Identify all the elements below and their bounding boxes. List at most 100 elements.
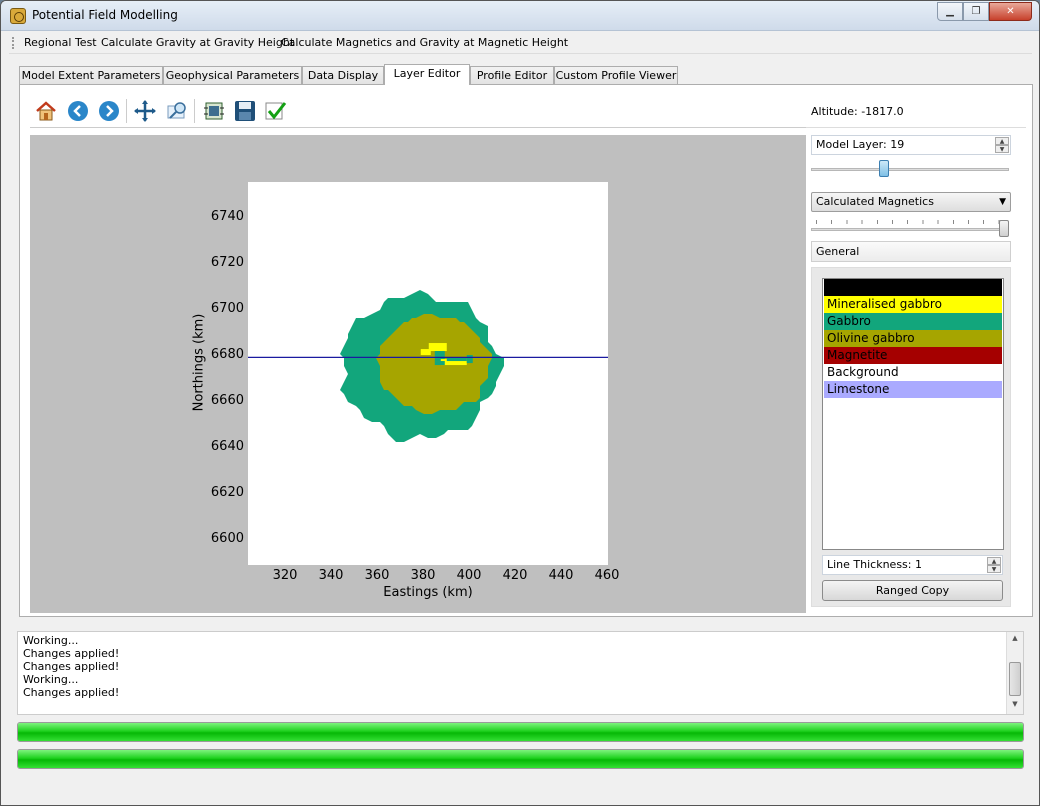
tab-data-display[interactable]: Data Display (302, 66, 384, 85)
geology-patch[interactable] (434, 351, 445, 362)
menu-calc-gravity[interactable]: Calculate Gravity at Gravity Height (101, 36, 295, 49)
chevron-down-icon: ▼ (999, 197, 1006, 207)
geology-patch[interactable] (428, 343, 447, 352)
line-thickness-value: Line Thickness: 1 (827, 558, 922, 571)
geology-patch[interactable] (440, 359, 467, 366)
maximize-button[interactable]: ❐ (963, 2, 989, 21)
y-tick-label: 6740 (210, 209, 244, 224)
log-output[interactable]: Working... Changes applied! Changes appl… (17, 631, 1024, 715)
model-layer-slider[interactable] (811, 159, 1009, 179)
zoom-rect-icon[interactable] (165, 99, 189, 123)
plot-axes[interactable] (248, 182, 608, 565)
tab-geophysical[interactable]: Geophysical Parameters (163, 66, 302, 85)
display-slider[interactable] (811, 217, 1009, 237)
x-tick-label: 360 (364, 568, 390, 583)
y-tick-label: 6660 (210, 393, 244, 408)
x-tick-label: 400 (456, 568, 482, 583)
layer-item[interactable]: Background (824, 364, 1002, 381)
menu-calc-magnetics[interactable]: Calculate Magnetics and Gravity at Magne… (281, 36, 569, 49)
spin-up-icon[interactable]: ▲ (987, 557, 1001, 565)
app-icon (10, 8, 26, 24)
geology-patch[interactable] (446, 357, 467, 362)
log-line: Changes applied! (23, 686, 120, 699)
x-tick-label: 320 (272, 568, 298, 583)
model-layer-spinbox[interactable]: Model Layer: 19 ▲ ▼ (811, 135, 1011, 155)
tab-custom-profile[interactable]: Custom Profile Viewer (554, 66, 678, 85)
log-line: Working... (23, 634, 79, 647)
geology-patch[interactable] (434, 361, 445, 366)
menu-regional-test[interactable]: Regional Test (24, 36, 97, 49)
layer-item[interactable]: Gabbro (824, 313, 1002, 330)
log-line: Working... (23, 673, 79, 686)
layer-plot[interactable]: 6740 6720 6700 6680 6660 6640 6620 6600 … (30, 135, 806, 613)
toolbar-separator (126, 99, 127, 123)
home-icon[interactable] (34, 99, 58, 123)
ranged-copy-button[interactable]: Ranged Copy (822, 580, 1003, 601)
x-tick-label: 460 (594, 568, 620, 583)
y-tick-label: 6640 (210, 439, 244, 454)
y-tick-label: 6700 (210, 301, 244, 316)
layer-map[interactable] (248, 182, 608, 565)
pan-icon[interactable] (133, 99, 157, 123)
y-tick-label: 6620 (210, 485, 244, 500)
log-scrollbar[interactable]: ▲ ▼ (1006, 632, 1023, 714)
spin-up-icon[interactable]: ▲ (995, 137, 1009, 145)
layer-item[interactable]: Olivine gabbro (824, 330, 1002, 347)
layer-item[interactable]: Limestone (824, 381, 1002, 398)
title-bar[interactable]: Potential Field Modelling ▁ ❐ ✕ (1, 1, 1039, 31)
spin-down-icon[interactable]: ▼ (995, 145, 1009, 153)
progress-bar (17, 749, 1024, 769)
layer-editor-panel: 6740 6720 6700 6680 6660 6640 6620 6600 … (19, 84, 1033, 617)
general-section[interactable]: General (811, 241, 1011, 262)
configure-subplots-icon[interactable] (202, 99, 226, 123)
x-tick-label: 420 (502, 568, 528, 583)
save-icon[interactable] (233, 99, 257, 123)
x-tick-label: 380 (410, 568, 436, 583)
slider-handle[interactable] (999, 220, 1009, 237)
close-button[interactable]: ✕ (989, 2, 1032, 21)
y-axis-label: Northings (km) (191, 313, 207, 412)
tab-model-extent[interactable]: Model Extent Parameters (19, 66, 163, 85)
progress-bar (17, 722, 1024, 742)
back-arrow-icon[interactable] (66, 99, 90, 123)
model-layer-value: Model Layer: 19 (816, 138, 905, 151)
layer-group: Mineralised gabbro Gabbro Olivine gabbro Ma… (811, 267, 1011, 607)
scroll-up-icon[interactable]: ▲ (1012, 634, 1018, 642)
log-line: Changes applied! (23, 660, 120, 673)
layer-item[interactable] (824, 279, 1002, 296)
plot-toolbar (30, 93, 806, 128)
divider (806, 127, 1026, 128)
geology-body[interactable] (376, 314, 492, 414)
geology-patch[interactable] (466, 355, 473, 364)
toolbar-grip[interactable] (12, 37, 14, 49)
line-thickness-spinbox[interactable]: Line Thickness: 1 ▲ ▼ (822, 555, 1003, 575)
layer-item[interactable]: Mineralised gabbro (824, 296, 1002, 313)
y-tick-label: 6720 (210, 255, 244, 270)
altitude-readout: Altitude: -1817.0 (811, 105, 904, 118)
toolbar-separator (194, 99, 195, 123)
y-tick-label: 6680 (210, 347, 244, 362)
x-tick-label: 340 (318, 568, 344, 583)
minimize-button[interactable]: ▁ (937, 2, 963, 21)
geology-patch[interactable] (420, 349, 431, 356)
scroll-thumb[interactable] (1009, 662, 1021, 696)
display-select[interactable]: Calculated Magnetics ▼ (811, 192, 1011, 212)
y-tick-label: 6600 (210, 531, 244, 546)
layer-list[interactable]: Mineralised gabbro Gabbro Olivine gabbro Ma… (822, 278, 1004, 550)
apply-check-icon[interactable] (264, 99, 288, 123)
spin-down-icon[interactable]: ▼ (987, 565, 1001, 573)
window-title: Potential Field Modelling (32, 8, 178, 22)
scroll-down-icon[interactable]: ▼ (1012, 700, 1018, 708)
layer-item[interactable]: Magnetite (824, 347, 1002, 364)
x-axis-label: Eastings (km) (383, 585, 473, 600)
slider-ticks (816, 220, 1000, 224)
log-line: Changes applied! (23, 647, 120, 660)
tab-layer-editor[interactable]: Layer Editor (384, 64, 470, 85)
tab-profile-editor[interactable]: Profile Editor (470, 66, 554, 85)
menu-bar: Regional Test Calculate Gravity at Gravi… (9, 32, 1032, 54)
forward-arrow-icon[interactable] (97, 99, 121, 123)
side-panel: Altitude: -1817.0 Model Layer: 19 ▲ ▼ Cal… (806, 93, 1026, 613)
slider-handle[interactable] (878, 160, 889, 177)
display-select-value: Calculated Magnetics (816, 195, 934, 208)
